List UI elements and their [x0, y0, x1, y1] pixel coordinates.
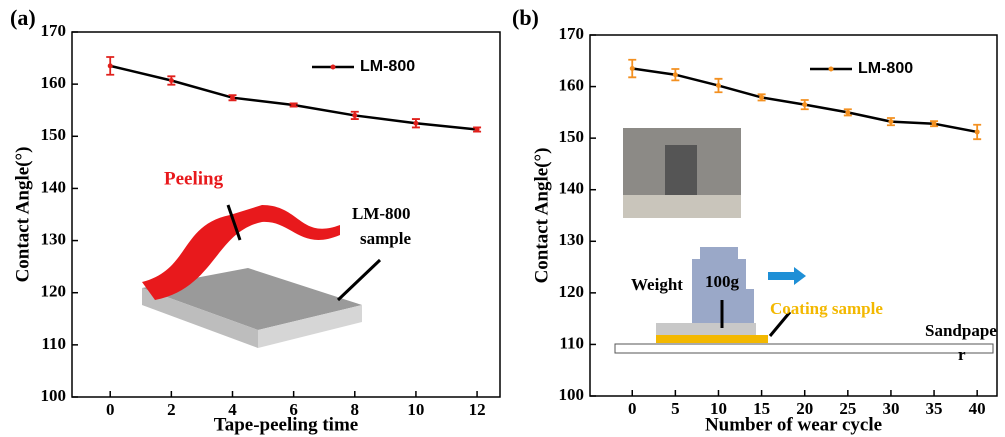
annotation: Coating sample: [770, 299, 883, 318]
y-tick-label: 110: [559, 333, 584, 352]
point: [888, 119, 893, 124]
point: [716, 83, 721, 88]
x-axis-label: Tape-peeling time: [214, 414, 358, 435]
x-tick-label: 35: [926, 399, 943, 418]
point: [291, 103, 296, 108]
panel-label: (b): [512, 5, 539, 30]
figure: Peeling LM-800 sample Weight 100g Coatin…: [0, 0, 1005, 437]
y-tick-label: 170: [559, 24, 585, 43]
x-tick-label: 0: [106, 400, 115, 419]
annotation: 100g: [705, 272, 740, 291]
peeling-inset: [142, 205, 380, 348]
y-tick-label: 140: [41, 177, 67, 196]
point: [630, 66, 635, 71]
y-axis-label: Contact Angle(°): [12, 147, 33, 283]
annotation: r: [958, 345, 966, 364]
y-axis-label: Contact Angle(°): [531, 148, 552, 284]
point: [673, 72, 678, 77]
y-tick-label: 110: [41, 334, 66, 353]
x-tick-label: 30: [882, 399, 899, 418]
annotation: Peeling: [164, 168, 224, 189]
panel-label: (a): [10, 5, 36, 30]
wear-inset: [615, 128, 993, 353]
point: [802, 102, 807, 107]
legend-marker: [829, 67, 834, 72]
point: [759, 95, 764, 100]
y-tick-label: 130: [559, 230, 585, 249]
point: [845, 110, 850, 115]
x-axis-label: Number of wear cycle: [705, 414, 882, 435]
x-tick-label: 10: [407, 400, 424, 419]
y-tick-label: 160: [559, 75, 585, 94]
series-line: [110, 66, 477, 130]
point: [932, 121, 937, 126]
point: [413, 121, 418, 126]
y-tick-label: 160: [41, 73, 67, 92]
y-tick-label: 120: [41, 282, 67, 301]
annotation: sample: [360, 229, 411, 248]
y-tick-label: 150: [41, 125, 67, 144]
y-tick-label: 140: [559, 179, 585, 198]
legend-label: LM-800: [858, 60, 913, 77]
point: [169, 78, 174, 83]
annotation: Sandpape: [925, 321, 997, 340]
x-tick-label: 5: [671, 399, 680, 418]
y-tick-label: 170: [41, 21, 67, 40]
y-tick-label: 120: [559, 282, 585, 301]
y-tick-label: 150: [559, 127, 585, 146]
legend-label: LM-800: [360, 58, 415, 75]
x-tick-label: 0: [628, 399, 637, 418]
point: [352, 113, 357, 118]
x-tick-label: 12: [469, 400, 486, 419]
point: [975, 129, 980, 134]
x-tick-label: 2: [167, 400, 176, 419]
y-tick-label: 100: [559, 385, 585, 404]
point: [230, 95, 235, 100]
x-tick-label: 40: [969, 399, 986, 418]
annotation: Weight: [631, 275, 683, 294]
point: [475, 127, 480, 132]
y-tick-label: 130: [41, 229, 67, 248]
point: [108, 63, 113, 68]
annotation: LM-800: [352, 204, 411, 223]
y-tick-label: 100: [41, 386, 67, 405]
legend-marker: [331, 65, 336, 70]
